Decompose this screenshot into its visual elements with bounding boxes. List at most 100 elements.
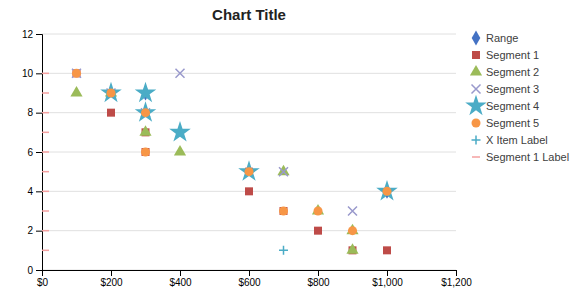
series — [70, 86, 358, 254]
series — [279, 246, 288, 255]
series — [72, 69, 357, 216]
point — [176, 69, 185, 78]
tick-mark — [36, 152, 42, 153]
tick: $800 — [307, 270, 330, 288]
point — [169, 121, 191, 141]
point — [279, 206, 288, 215]
point — [174, 145, 186, 156]
point — [279, 246, 288, 255]
point — [135, 82, 157, 102]
tick: $200 — [100, 270, 123, 288]
grid-line — [42, 230, 456, 231]
y-axis: 024681012 — [22, 29, 43, 276]
label-dash — [42, 73, 49, 75]
label-dash — [42, 171, 49, 173]
point — [238, 160, 260, 180]
x-axis: $0 $200 $400 $600 $800 $1,000 $1,200 — [37, 270, 472, 288]
chart-svg: $0$200$400$600$800$1,000$1,200024681012C… — [0, 0, 584, 296]
point — [382, 187, 391, 196]
tick-label: 8 — [27, 107, 33, 118]
legend-label: Segment 2 — [486, 66, 539, 78]
legend-item: Segment 4 — [465, 95, 539, 115]
tick-mark — [249, 270, 250, 276]
tick-label: $400 — [169, 277, 192, 288]
point — [100, 82, 122, 102]
point — [141, 108, 150, 117]
point — [73, 69, 81, 77]
legend-item: Range — [472, 31, 519, 46]
tick-label: 4 — [27, 186, 33, 197]
legend-marker — [465, 95, 487, 115]
tick: 6 — [27, 147, 42, 158]
label-dash — [42, 250, 49, 252]
legend-marker — [472, 85, 481, 94]
tick-mark — [111, 270, 112, 276]
axis-line — [43, 271, 457, 277]
legend-marker — [472, 31, 481, 46]
point — [346, 243, 358, 254]
tick-mark — [36, 270, 42, 271]
tick-mark — [318, 270, 319, 276]
series — [42, 73, 49, 250]
point — [139, 125, 151, 136]
tick-label: $800 — [307, 277, 330, 288]
legend-label: Segment 3 — [486, 83, 539, 95]
tick: 0 — [27, 265, 42, 276]
point — [277, 165, 289, 176]
plot-area — [42, 69, 398, 255]
tick: $1,200 — [441, 270, 472, 288]
tick-label: $1,200 — [441, 277, 472, 288]
point — [72, 69, 81, 78]
legend-item: X Item Label — [472, 134, 548, 146]
legend-marker — [472, 156, 480, 158]
series — [73, 69, 392, 254]
point — [142, 148, 150, 156]
tick: 12 — [22, 29, 42, 40]
point — [280, 207, 288, 215]
legend-marker — [470, 65, 482, 76]
legend-item: Segment 3 — [472, 83, 540, 95]
legend-item: Segment 5 — [471, 117, 539, 129]
tick: $400 — [169, 270, 192, 288]
legend: Range Segment 1 Segment 2 Segment 3 Segment … — [465, 31, 569, 163]
point — [72, 69, 81, 78]
grid-line — [42, 112, 456, 113]
legend-label: X Item Label — [486, 134, 548, 146]
axis-line — [36, 35, 43, 271]
tick-label: $1,000 — [372, 277, 403, 288]
tick-label: 2 — [27, 225, 33, 236]
point — [107, 109, 115, 117]
point — [383, 246, 391, 254]
tick-mark — [387, 270, 388, 276]
point — [244, 167, 253, 176]
tick: 8 — [27, 107, 42, 118]
legend-marker — [471, 118, 480, 127]
point — [279, 167, 288, 176]
tick-mark — [456, 270, 457, 276]
tick: $600 — [238, 270, 261, 288]
label-dash — [42, 132, 49, 134]
point — [314, 227, 322, 235]
point — [135, 101, 157, 121]
legend-marker — [472, 136, 481, 145]
label-dash — [42, 210, 49, 212]
label-dash — [42, 92, 49, 94]
chart-container: $0$200$400$600$800$1,000$1,200024681012C… — [0, 0, 584, 296]
label-dash — [42, 191, 49, 193]
tick-label: 0 — [27, 265, 33, 276]
legend-label: Segment 1 — [486, 49, 539, 61]
tick-label: $200 — [100, 277, 123, 288]
point — [245, 168, 253, 176]
label-dash — [42, 151, 49, 153]
grid — [42, 34, 456, 270]
legend-label: Segment 4 — [486, 100, 539, 112]
point — [70, 86, 82, 97]
grid-line — [42, 152, 456, 153]
tick: $0 — [37, 270, 49, 288]
point — [348, 207, 357, 216]
tick-label: 6 — [27, 147, 33, 158]
tick-mark — [36, 231, 42, 232]
tick: 2 — [27, 225, 42, 236]
point — [106, 88, 115, 97]
legend-label: Segment 1 Label — [486, 151, 569, 163]
